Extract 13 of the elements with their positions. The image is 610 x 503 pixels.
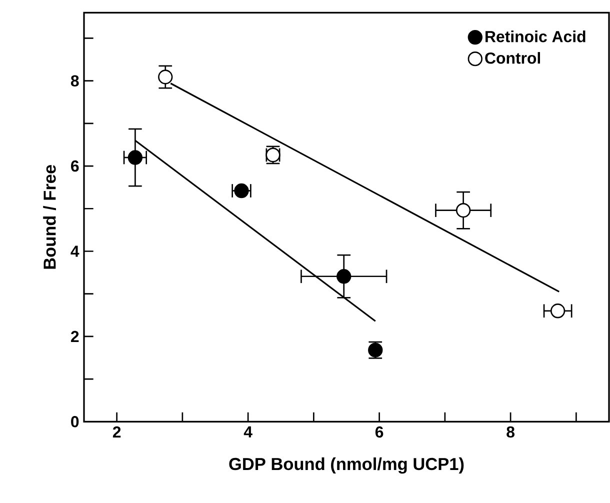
y-tick-label: 6 bbox=[71, 160, 79, 172]
y-axis-title: Bound / Free bbox=[43, 164, 56, 269]
y-tick-label: 0 bbox=[71, 416, 79, 428]
x-tick-label: 6 bbox=[375, 426, 384, 438]
y-tick-label: 4 bbox=[70, 246, 80, 257]
x-axis-title: GDP Bound (nmol/mg UCP1) bbox=[229, 457, 464, 474]
x-tick-label: 2 bbox=[112, 426, 121, 438]
x-tick-label: 8 bbox=[506, 426, 514, 438]
x-tick-label: 4 bbox=[244, 426, 252, 438]
legend-label: Retinoic Acid bbox=[486, 30, 586, 42]
y-tick-label: 8 bbox=[70, 75, 79, 86]
y-tick-label: 2 bbox=[71, 330, 79, 342]
legend-label: Control bbox=[485, 52, 540, 64]
